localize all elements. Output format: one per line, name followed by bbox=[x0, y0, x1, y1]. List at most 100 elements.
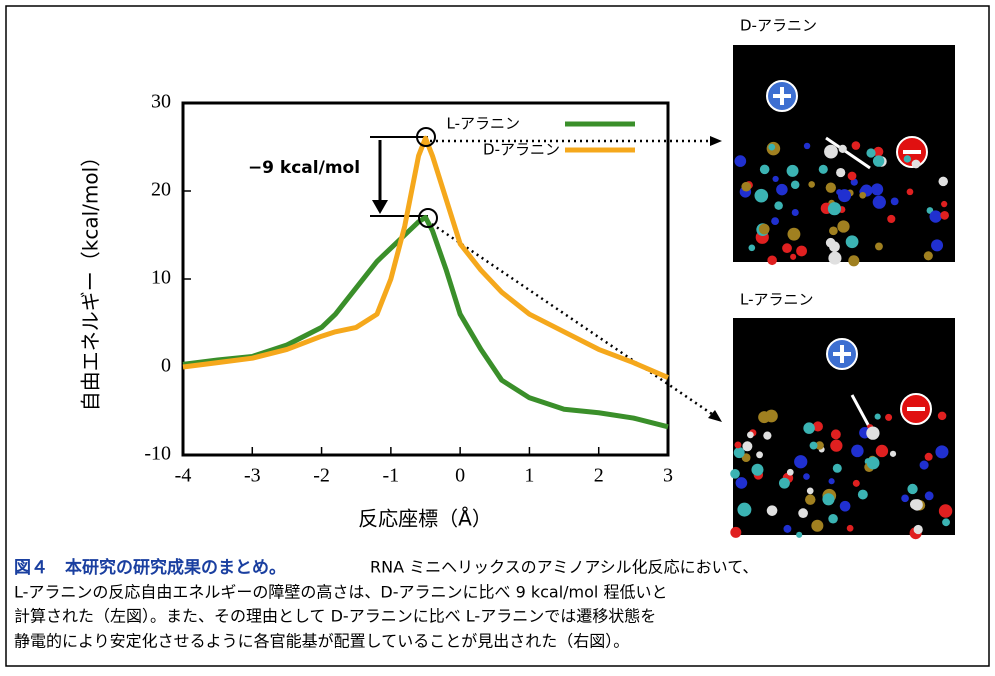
atom bbox=[803, 473, 810, 480]
atom bbox=[792, 209, 799, 216]
atom bbox=[730, 527, 741, 538]
atom bbox=[751, 464, 763, 476]
y-tick-label: 0 bbox=[161, 355, 171, 377]
atom bbox=[810, 442, 818, 450]
atom bbox=[867, 457, 880, 470]
x-tick-label: 1 bbox=[524, 465, 534, 487]
x-axis-label: 反応座標（Å） bbox=[358, 507, 492, 531]
atom bbox=[838, 189, 851, 202]
y-tick-label: -10 bbox=[144, 443, 171, 465]
atom bbox=[822, 493, 834, 505]
atom bbox=[846, 235, 859, 248]
figure: L-アラニン D-アラニン −9 kcal/mol 自由エネルギー（kcal/m… bbox=[0, 0, 995, 672]
atom bbox=[929, 210, 941, 222]
annotation: −9 kcal/mol bbox=[248, 158, 360, 178]
y-axis-label: 自由エネルギー（kcal/mol） bbox=[79, 147, 103, 411]
atom bbox=[755, 189, 769, 203]
atom bbox=[837, 220, 849, 232]
caption-line: RNA ミニヘリックスのアミノアシル化反応において、 bbox=[370, 558, 758, 577]
caption-line: L-アラニンの反応自由エネルギーの障壁の高さは、D-アラニンに比べ 9 kcal… bbox=[14, 583, 667, 602]
caption-line: 静電的により安定化させるように各官能基が配置していることが見出された（右図）。 bbox=[14, 632, 629, 651]
atom bbox=[836, 168, 845, 177]
atom bbox=[938, 412, 947, 421]
atom bbox=[907, 188, 914, 195]
atom bbox=[756, 451, 763, 458]
atom bbox=[925, 453, 933, 461]
y-tick-label: 10 bbox=[151, 267, 171, 289]
atom bbox=[901, 495, 909, 503]
atom bbox=[819, 165, 828, 174]
x-tick-label: -4 bbox=[175, 465, 192, 487]
atom bbox=[914, 525, 923, 534]
atom bbox=[798, 508, 808, 518]
atom bbox=[805, 494, 815, 504]
legend-label: D-アラニン bbox=[483, 141, 560, 159]
atom bbox=[925, 491, 934, 500]
atom bbox=[866, 148, 875, 157]
atom bbox=[730, 469, 740, 479]
atom bbox=[911, 499, 922, 510]
caption-heading: 図４ 本研究の研究成果のまとめ。 bbox=[14, 557, 286, 578]
atom bbox=[859, 192, 866, 199]
atom bbox=[831, 429, 841, 439]
atom bbox=[876, 445, 888, 457]
atom bbox=[758, 411, 770, 423]
atom bbox=[829, 226, 838, 235]
atom bbox=[866, 426, 879, 439]
atom bbox=[787, 165, 799, 177]
atom bbox=[737, 503, 751, 517]
x-tick-label: -1 bbox=[383, 465, 400, 487]
atom bbox=[938, 177, 948, 187]
atom bbox=[828, 252, 841, 265]
atom bbox=[734, 155, 746, 167]
atom bbox=[912, 160, 921, 169]
atom bbox=[768, 144, 775, 151]
atom bbox=[791, 180, 800, 189]
x-tick-label: 2 bbox=[594, 465, 604, 487]
atom bbox=[796, 246, 807, 257]
atom bbox=[807, 488, 814, 495]
atom bbox=[824, 145, 838, 159]
atom bbox=[875, 413, 881, 419]
y-tick-label: 20 bbox=[151, 179, 171, 201]
atom bbox=[803, 422, 814, 433]
atom bbox=[760, 165, 770, 175]
atom bbox=[788, 228, 801, 241]
atom bbox=[940, 211, 949, 220]
x-tick-label: 0 bbox=[455, 465, 465, 487]
atom bbox=[808, 181, 815, 188]
atom bbox=[734, 441, 741, 448]
atom bbox=[794, 455, 807, 468]
atom bbox=[920, 461, 929, 470]
atom bbox=[871, 183, 883, 195]
atom bbox=[759, 224, 770, 235]
atom bbox=[796, 532, 802, 538]
atom bbox=[853, 480, 860, 487]
atom bbox=[741, 182, 751, 192]
panel-label: D-アラニン bbox=[740, 17, 817, 35]
atom bbox=[939, 504, 952, 517]
atom bbox=[941, 201, 947, 207]
atom bbox=[931, 239, 943, 251]
atom bbox=[887, 215, 895, 223]
atom bbox=[774, 201, 783, 210]
atom bbox=[848, 255, 859, 266]
atom bbox=[847, 525, 854, 532]
atom bbox=[828, 514, 838, 524]
atom bbox=[830, 440, 842, 452]
atom bbox=[747, 432, 754, 439]
atom bbox=[904, 155, 911, 162]
atom bbox=[924, 251, 933, 260]
x-tick-label: -3 bbox=[244, 465, 261, 487]
atom bbox=[840, 501, 851, 512]
atom bbox=[748, 244, 755, 251]
atom bbox=[833, 464, 842, 473]
atom bbox=[885, 414, 892, 421]
atom bbox=[804, 143, 810, 149]
atom bbox=[890, 451, 896, 457]
atom bbox=[742, 441, 752, 451]
x-tick-label: -2 bbox=[313, 465, 330, 487]
atom bbox=[767, 505, 778, 516]
atom bbox=[779, 478, 790, 489]
atom bbox=[907, 484, 917, 494]
